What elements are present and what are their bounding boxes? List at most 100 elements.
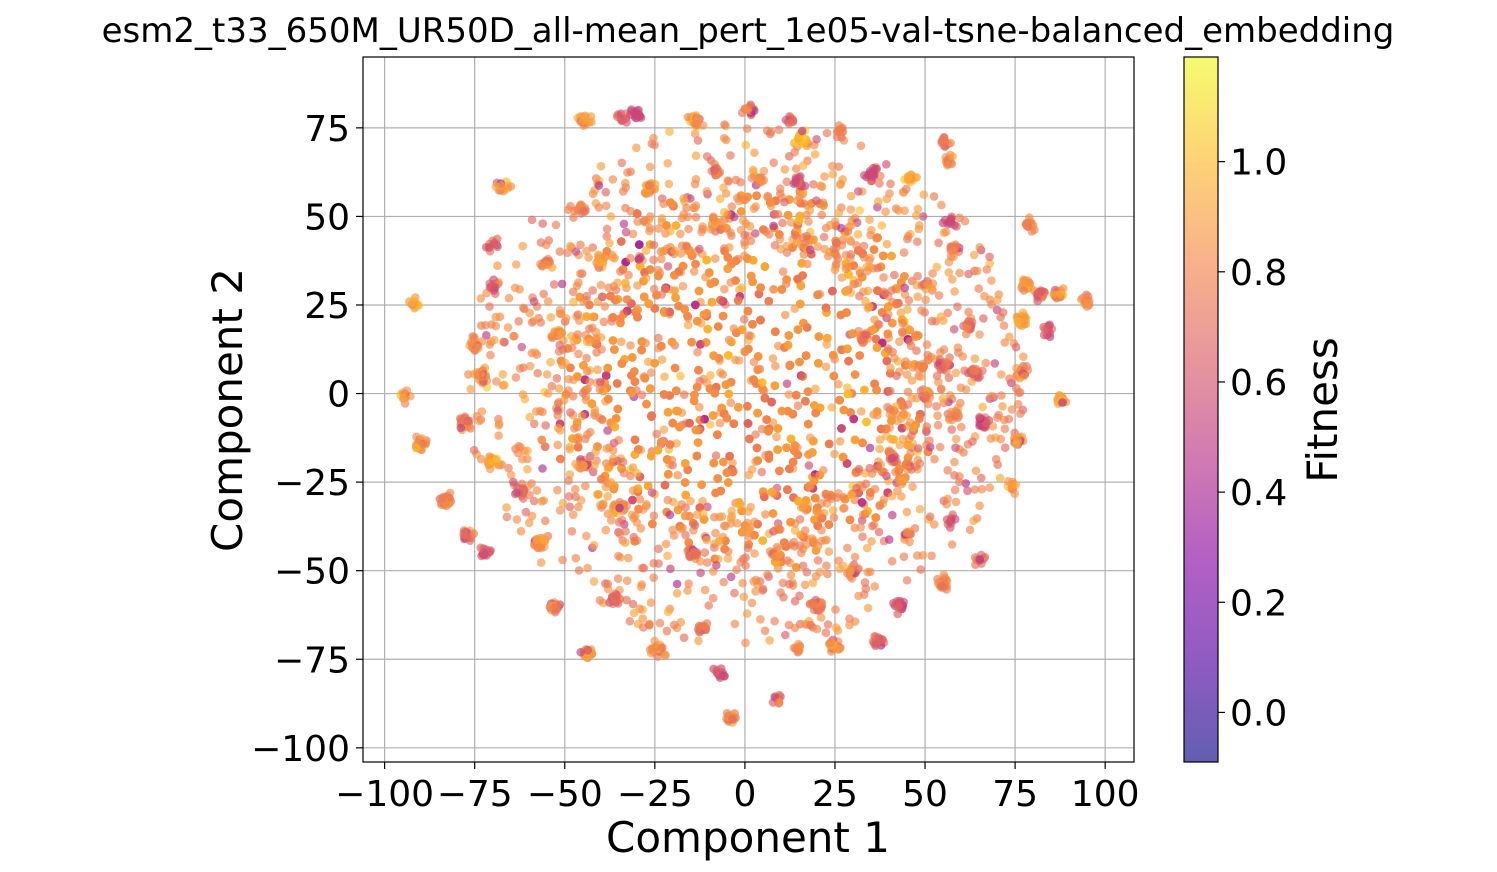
data-point <box>938 135 947 145</box>
data-point <box>691 300 700 310</box>
data-point <box>987 276 996 285</box>
data-point <box>865 262 875 272</box>
data-point <box>684 579 693 588</box>
data-point <box>733 296 743 305</box>
data-point <box>644 299 653 308</box>
data-point <box>951 434 961 444</box>
data-point <box>712 561 721 570</box>
data-point <box>857 498 867 507</box>
data-point <box>883 309 893 319</box>
data-point <box>967 317 977 327</box>
data-point <box>481 320 490 330</box>
data-point <box>539 535 548 545</box>
data-point <box>836 310 846 320</box>
data-point <box>906 341 916 351</box>
data-point <box>591 327 601 337</box>
data-point <box>647 411 656 420</box>
data-point <box>874 320 884 330</box>
data-point <box>628 599 638 609</box>
data-point <box>567 527 577 536</box>
data-point <box>905 418 915 427</box>
data-point <box>583 563 592 573</box>
data-point <box>781 630 790 640</box>
data-point <box>585 377 594 387</box>
data-point <box>1005 374 1014 383</box>
data-point <box>951 497 961 507</box>
data-point <box>582 312 591 321</box>
data-point <box>671 221 681 230</box>
data-point <box>997 391 1006 400</box>
data-point <box>827 403 837 412</box>
data-point <box>591 447 600 457</box>
data-point <box>764 454 774 463</box>
data-point <box>904 296 914 305</box>
data-point <box>1021 319 1031 329</box>
data-point <box>536 238 546 247</box>
data-point <box>783 210 793 220</box>
data-point <box>817 210 827 220</box>
data-point <box>824 520 834 529</box>
data-point <box>637 390 647 400</box>
data-point <box>622 576 632 585</box>
data-point <box>710 388 720 398</box>
data-point <box>748 277 757 287</box>
data-point <box>846 191 856 201</box>
data-point <box>980 291 989 301</box>
data-point <box>963 486 972 496</box>
data-point <box>694 636 703 646</box>
data-point <box>882 431 891 441</box>
data-point <box>672 439 681 448</box>
data-point <box>745 221 755 231</box>
data-point <box>716 486 726 496</box>
data-point <box>615 503 624 513</box>
data-point <box>517 342 526 352</box>
data-point <box>838 452 848 462</box>
data-point <box>933 411 942 421</box>
data-point <box>765 636 774 645</box>
data-point <box>944 268 954 277</box>
data-point <box>728 458 737 468</box>
data-point <box>647 139 657 148</box>
data-point <box>875 501 884 511</box>
data-point <box>954 477 964 487</box>
data-point <box>737 207 746 216</box>
data-point <box>571 553 581 563</box>
data-point <box>879 273 888 282</box>
data-point <box>828 169 838 179</box>
data-point <box>668 200 677 209</box>
data-point <box>518 241 527 251</box>
data-point <box>649 255 658 265</box>
data-point <box>694 365 703 375</box>
data-point <box>833 626 843 635</box>
data-point <box>986 434 996 443</box>
data-point <box>783 340 793 350</box>
data-point <box>693 438 703 447</box>
data-point <box>826 638 835 647</box>
data-point <box>805 599 815 609</box>
data-point <box>753 456 762 465</box>
data-point <box>536 543 546 553</box>
data-point <box>939 345 949 354</box>
data-point <box>907 376 917 385</box>
data-point <box>894 298 904 308</box>
data-point <box>527 511 537 521</box>
data-point <box>573 310 583 319</box>
data-point <box>797 259 807 268</box>
data-point <box>786 218 796 227</box>
data-point <box>593 490 602 499</box>
data-point <box>603 579 613 589</box>
data-point <box>655 618 665 628</box>
data-point <box>837 424 846 433</box>
data-point <box>496 181 506 190</box>
data-point <box>1007 405 1017 414</box>
data-point <box>613 574 623 583</box>
data-point <box>970 354 980 363</box>
data-point <box>817 499 826 508</box>
data-point <box>886 363 895 373</box>
data-point <box>609 484 618 494</box>
data-point <box>981 358 991 368</box>
data-point <box>718 370 728 379</box>
data-point <box>604 283 613 293</box>
data-point <box>731 355 740 365</box>
data-point <box>712 667 721 677</box>
